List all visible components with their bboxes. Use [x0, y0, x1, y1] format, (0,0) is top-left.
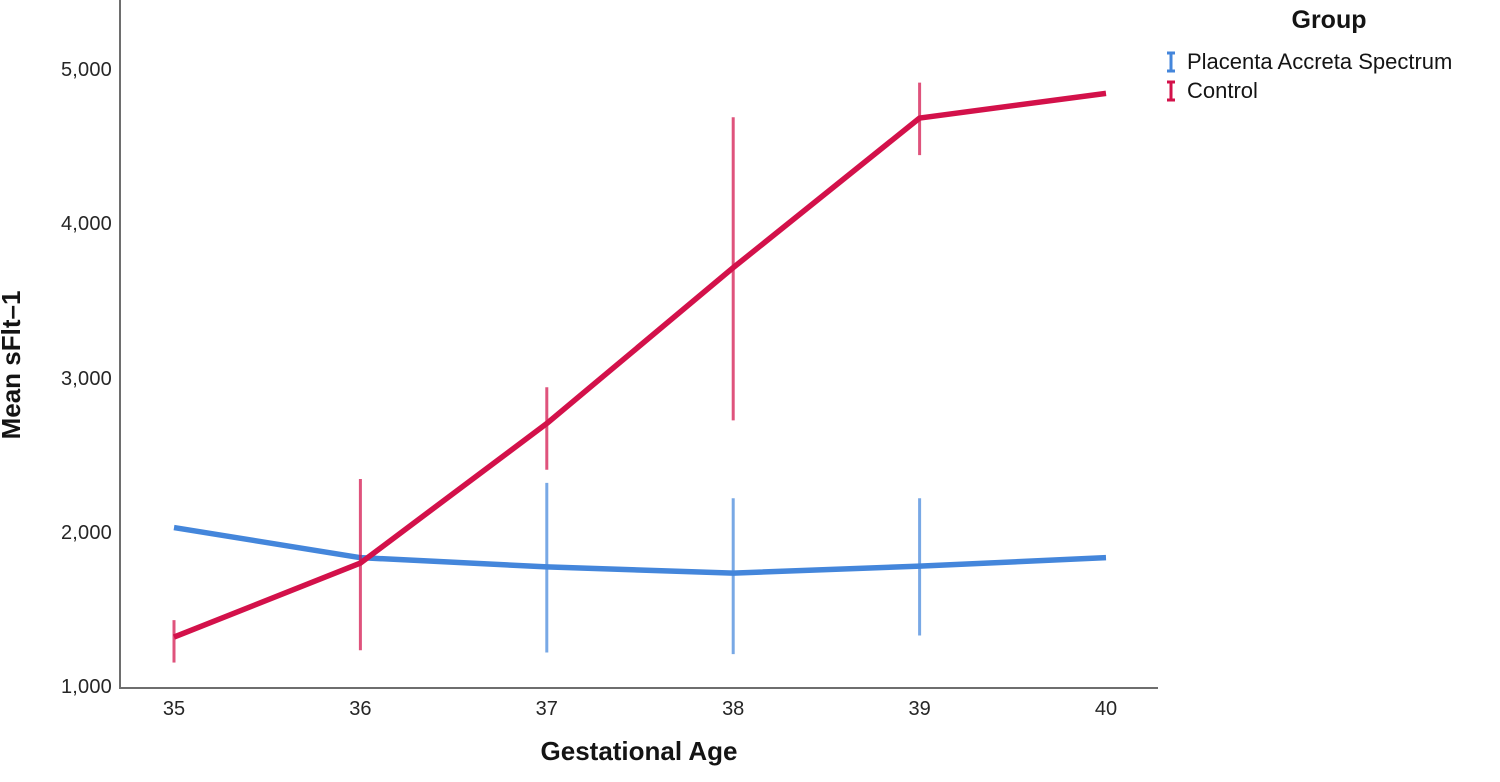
- y-tick-label: 1,000: [60, 676, 112, 698]
- axes: [119, 0, 1158, 689]
- legend-item: Placenta Accreta Spectrum: [1164, 47, 1500, 76]
- x-tick-label: 35: [162, 698, 186, 720]
- y-tick-label: 2,000: [60, 521, 112, 544]
- x-axis-title: Gestational Age: [540, 736, 738, 766]
- series-layer: [172, 82, 1107, 663]
- legend-item: Control: [1164, 76, 1500, 105]
- x-tick-label: 38: [722, 698, 745, 720]
- legend-title: Group: [1291, 6, 1367, 34]
- series-control: [172, 82, 1107, 663]
- x-tick-label: 39: [908, 698, 931, 720]
- x-tick-label: 37: [535, 698, 558, 720]
- series-line: [173, 524, 1107, 576]
- legend-items: Placenta Accreta Spectrum Control: [1158, 47, 1500, 105]
- y-axis-title: Mean sFlt–1: [0, 291, 26, 440]
- error-bar-swatch-icon: [1167, 51, 1175, 72]
- x-tick-label: 40: [1094, 698, 1118, 720]
- legend-item-label: Control: [1187, 77, 1258, 103]
- x-tick-label: 36: [349, 698, 372, 720]
- y-tick-label: 5,000: [60, 59, 112, 81]
- legend-item-label: Placenta Accreta Spectrum: [1187, 48, 1453, 74]
- y-tick-label: 3,000: [60, 367, 112, 390]
- series-line: [172, 90, 1107, 640]
- y-tick-label: 4,000: [60, 213, 112, 236]
- series-placenta-accreta-spectrum: [173, 482, 1107, 655]
- error-bar-swatch-icon: [1167, 80, 1175, 101]
- legend: Group Placenta Accreta Spectrum Control: [1158, 6, 1500, 105]
